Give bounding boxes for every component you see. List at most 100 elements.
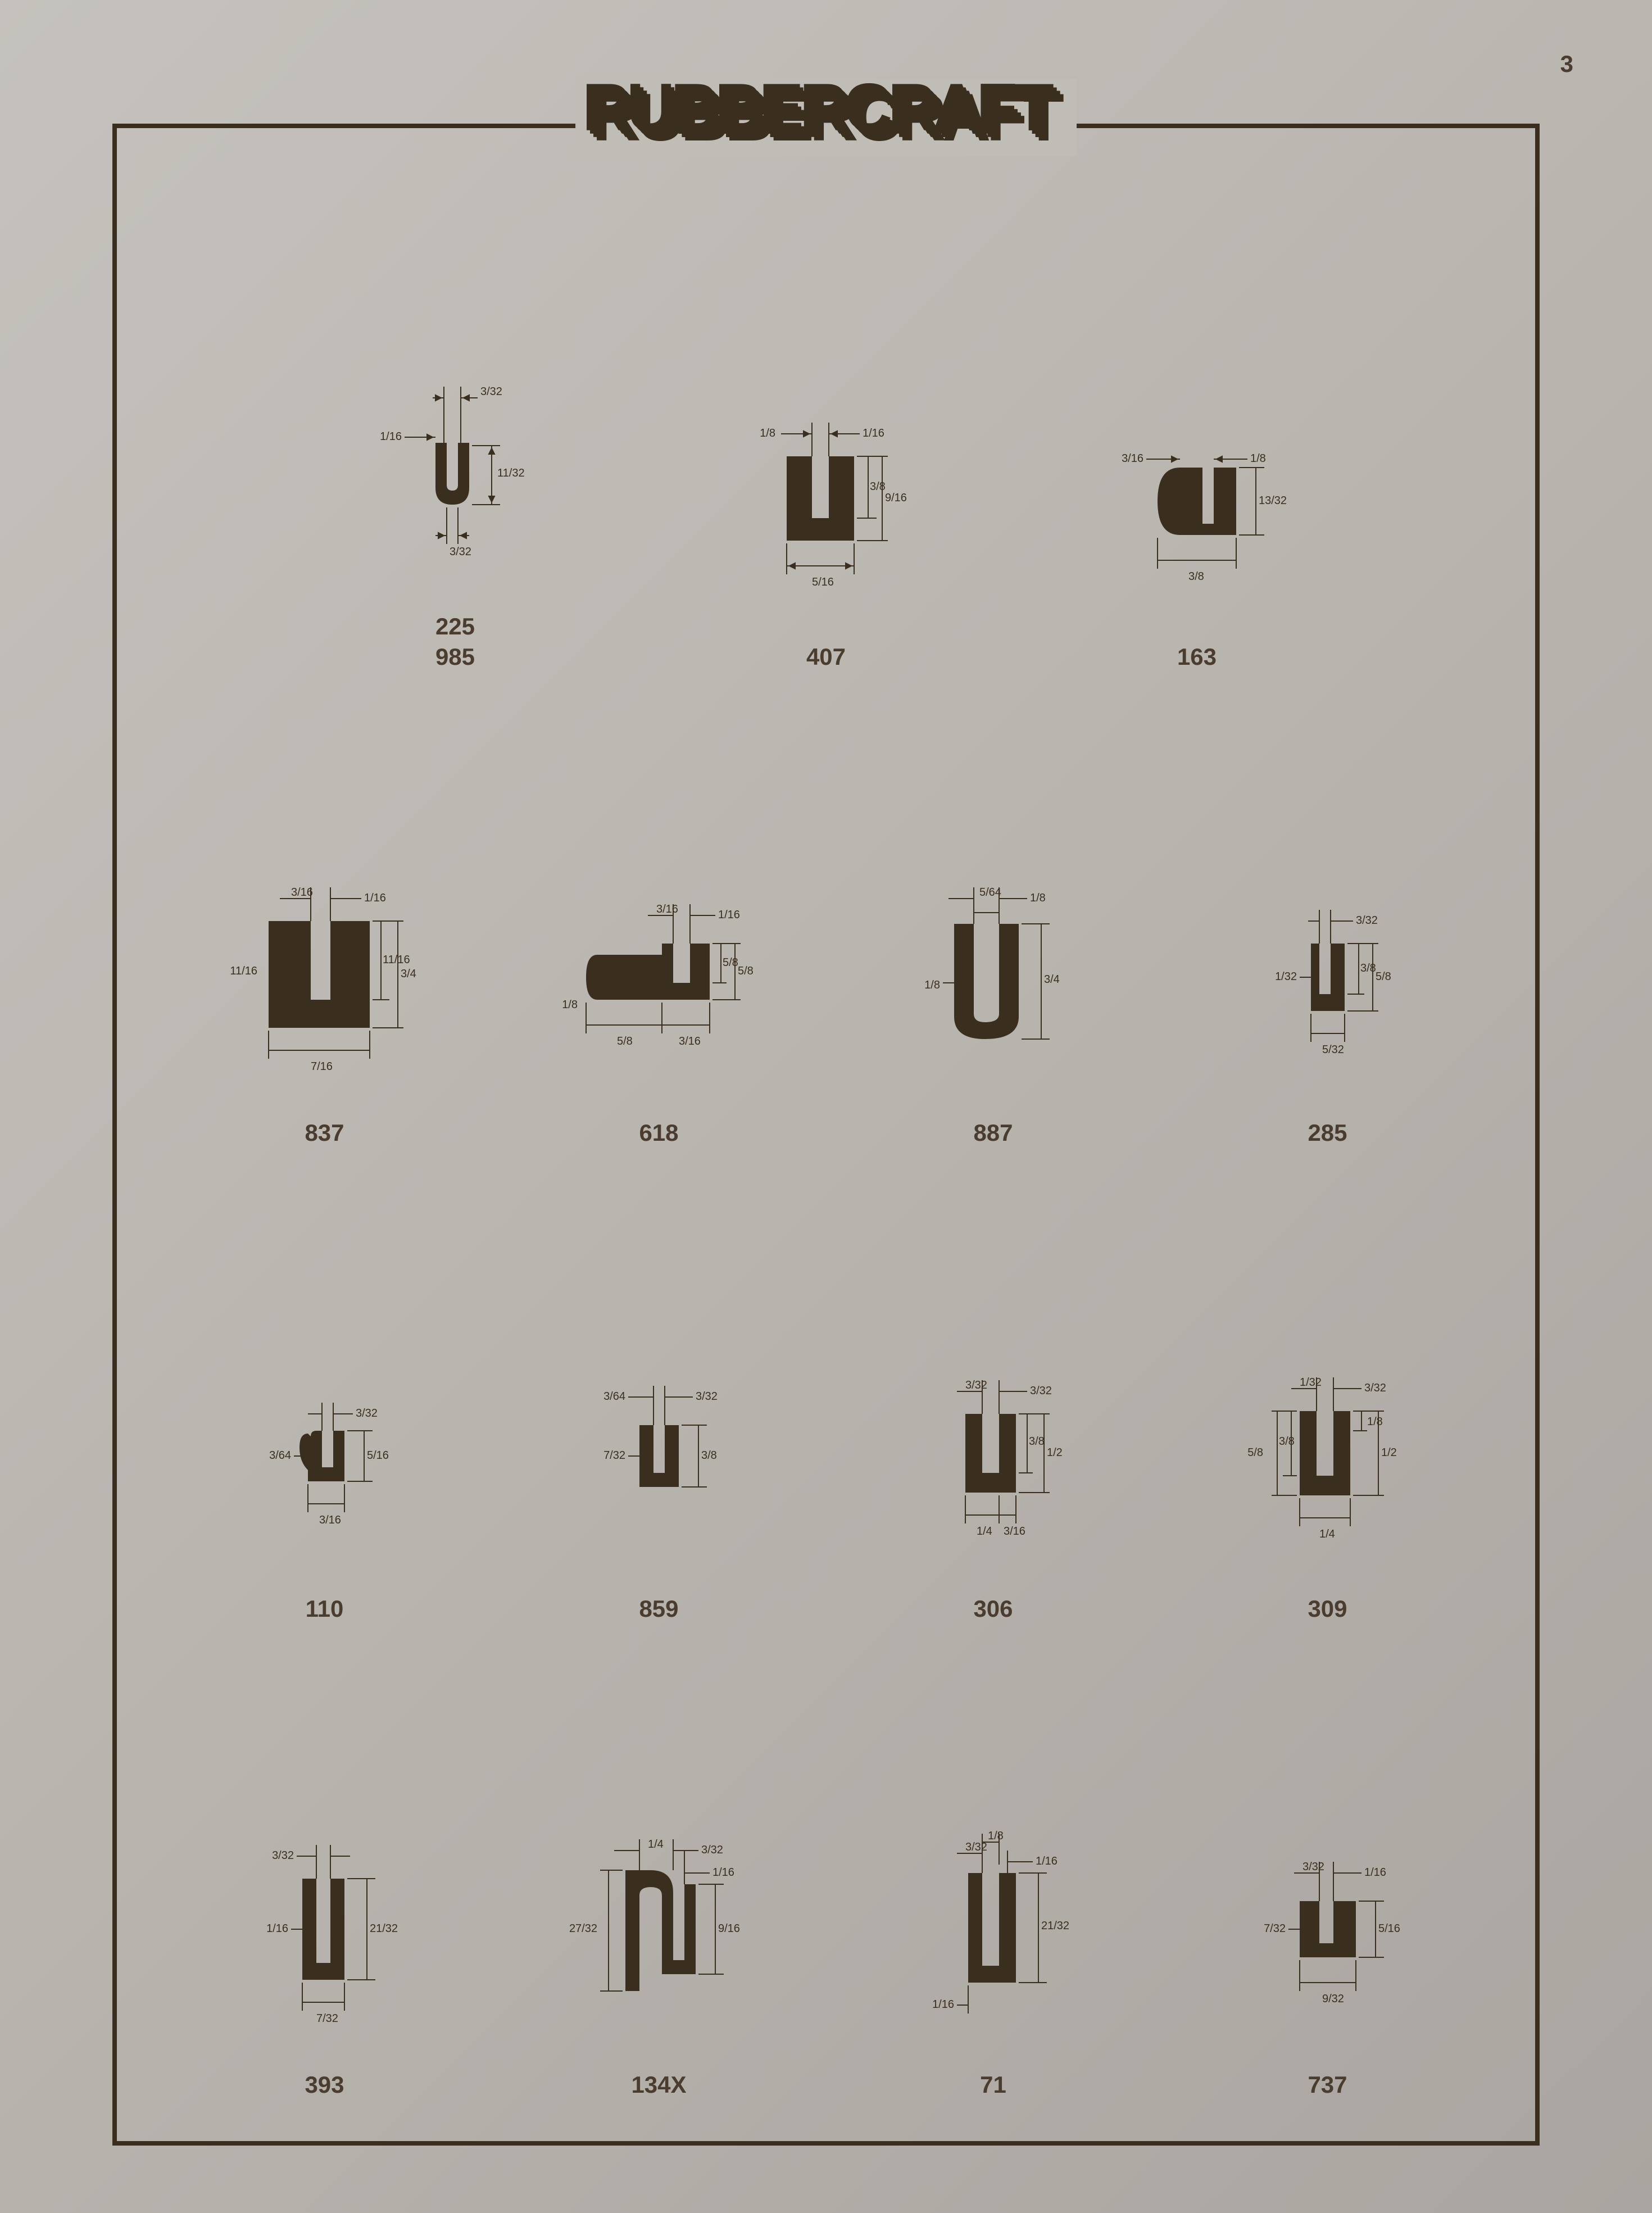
page-number: 3 — [1560, 51, 1573, 78]
dim-bottom-left: 5/8 — [617, 1035, 633, 1047]
dim-top-right: 3/32 — [701, 1844, 723, 1856]
profile-row-4: 3/32 1/16 21/32 7/32 — [157, 1681, 1495, 2101]
dim-mid-right: 1/16 — [712, 1866, 734, 1879]
profile-diagram-225: 3/32 1/16 11/32 — [348, 364, 562, 578]
dim-bottom: 3/16 — [319, 1514, 341, 1526]
profile-label-737: 737 — [1308, 2070, 1347, 2101]
dim-right: 5/16 — [367, 1449, 389, 1462]
profile-label-407: 407 — [806, 642, 846, 673]
dim-top-left: 3/16 — [291, 886, 313, 899]
dim-right-lower: 5/8 — [1376, 971, 1391, 983]
dim-left: 7/32 — [603, 1449, 625, 1462]
dim-bottom-right: 3/16 — [679, 1035, 701, 1047]
profile-134X: 1/4 3/32 1/16 27/32 9/16 — [552, 1822, 766, 2101]
profile-row-1: 3/32 1/16 11/32 — [157, 253, 1495, 673]
dim-right-lower: 1/2 — [1381, 1446, 1397, 1459]
dim-right-upper: 5/8 — [723, 956, 738, 969]
profile-618: 3/16 1/16 1/8 5/8 5/8 — [552, 870, 766, 1149]
dim-bottom: 3/8 — [1188, 570, 1204, 583]
dim-mid-right: 1/16 — [1036, 1855, 1058, 1867]
dim-top-right: 3/32 — [1030, 1385, 1052, 1397]
profile-label-163: 163 — [1177, 642, 1217, 673]
dim-left: 7/32 — [1264, 1922, 1286, 1935]
dim-top-left: 1/8 — [760, 427, 775, 439]
profile-163: 3/16 1/8 13/32 3/8 1 — [1090, 394, 1304, 673]
dim-top-left: 3/64 — [603, 1390, 625, 1403]
dim-bottom-right: 3/16 — [1004, 1525, 1025, 1538]
profile-393: 3/32 1/16 21/32 7/32 — [218, 1822, 432, 2101]
dim-left: 1/16 — [380, 430, 402, 443]
dim-top-left: 3/16 — [1122, 452, 1143, 465]
profile-label-71: 71 — [980, 2070, 1006, 2101]
profile-row-3: 3/32 3/64 5/16 3/16 — [157, 1205, 1495, 1625]
dim-right-upper: 11/16 — [383, 954, 410, 966]
dim-right: 11/32 — [497, 467, 525, 479]
dim-top-left: 5/64 — [979, 886, 1001, 899]
dim-left: 27/32 — [569, 1922, 597, 1935]
profile-887: 5/64 1/8 1/8 3/4 887 — [887, 870, 1100, 1149]
profile-110: 3/32 3/64 5/16 3/16 — [218, 1346, 432, 1625]
dim-right-upper: 3/8 — [1029, 1435, 1045, 1448]
profile-diagram-393: 3/32 1/16 21/32 7/32 — [218, 1822, 432, 2036]
dim-right-lower: 3/4 — [401, 968, 416, 980]
dim-right: 13/32 — [1259, 495, 1287, 507]
dim-left: 1/32 — [1275, 971, 1297, 983]
dim-right-upper: 3/8 — [870, 480, 886, 493]
dim-bottom: 3/32 — [450, 546, 471, 558]
profile-diagram-285: 3/32 1/32 3/8 5/8 — [1221, 870, 1435, 1084]
profile-407: 1/8 1/16 3/8 9/16 — [719, 394, 933, 673]
dim-top-left: 1/4 — [648, 1838, 664, 1851]
dim-right-lower: 1/2 — [1047, 1446, 1063, 1459]
dim-right-lower: 5/8 — [738, 965, 754, 977]
dim-top: 3/32 — [356, 1407, 378, 1420]
dim-left: 1/16 — [266, 1922, 288, 1935]
profile-diagram-407: 1/8 1/16 3/8 9/16 — [719, 394, 933, 608]
profile-diagram-134X: 1/4 3/32 1/16 27/32 9/16 — [552, 1822, 766, 2036]
dim-top-right: 1/8 — [988, 1830, 1004, 1842]
dim-top-right: 3/32 — [1364, 1382, 1386, 1394]
profile-71: 3/32 1/8 1/16 21/32 1/16 — [887, 1822, 1100, 2101]
dim-left: 11/16 — [230, 965, 257, 977]
dim-top: 3/32 — [272, 1849, 294, 1862]
dim-bottom-left: 1/4 — [977, 1525, 992, 1538]
brand-logo: RUBBERCRAFT — [575, 79, 1077, 156]
profile-label-134X: 134X — [631, 2070, 686, 2101]
profile-285: 3/32 1/32 3/8 5/8 — [1221, 870, 1435, 1149]
dim-top-right: 1/8 — [1030, 892, 1046, 904]
profile-diagram-737: 3/32 1/16 7/32 5/16 — [1221, 1822, 1435, 2036]
profile-label-285: 285 — [1308, 1118, 1347, 1149]
dim-top-right: 1/16 — [863, 427, 884, 439]
profile-diagram-859: 3/64 3/32 7/32 3/8 — [552, 1346, 766, 1560]
dim-bottom: 5/16 — [812, 576, 834, 588]
dim-top-right: 1/16 — [364, 892, 386, 904]
dim-bottom: 9/32 — [1322, 1993, 1344, 2005]
dim-top-left: 3/32 — [965, 1841, 987, 1853]
profile-label-618: 618 — [639, 1118, 678, 1149]
dim-left: 1/16 — [932, 1998, 954, 2011]
dim-right: 3/4 — [1044, 973, 1060, 986]
dim-left-lower: 5/8 — [1247, 1446, 1263, 1459]
dim-right: 9/16 — [718, 1922, 740, 1935]
profile-label-225: 225 985 — [435, 611, 475, 673]
profile-859: 3/64 3/32 7/32 3/8 859 — [552, 1346, 766, 1625]
dim-right-lower: 9/16 — [885, 492, 907, 504]
profile-diagram-887: 5/64 1/8 1/8 3/4 — [887, 870, 1100, 1084]
dim-top-left: 1/32 — [1300, 1376, 1322, 1389]
dim-bottom: 1/4 — [1319, 1528, 1335, 1540]
dim-left: 3/64 — [269, 1449, 291, 1462]
dim-top-left: 3/32 — [965, 1379, 987, 1391]
dim-right: 3/8 — [701, 1449, 717, 1462]
dim-bottom: 7/32 — [316, 2012, 338, 2025]
profile-225: 3/32 1/16 11/32 — [348, 364, 562, 673]
profile-737: 3/32 1/16 7/32 5/16 — [1221, 1822, 1435, 2101]
profile-label-887: 887 — [973, 1118, 1013, 1149]
brand-name: RUBBERCRAFT — [592, 79, 1060, 156]
dim-right-upper: 1/8 — [1367, 1416, 1383, 1428]
dim-top: 3/32 — [480, 386, 502, 398]
profile-row-2: 3/16 1/16 11/16 11/16 3/4 — [157, 729, 1495, 1149]
profile-diagram-110: 3/32 3/64 5/16 3/16 — [218, 1346, 432, 1560]
profile-309: 1/32 3/32 3/8 5/8 — [1221, 1346, 1435, 1625]
dim-bottom: 7/16 — [311, 1060, 333, 1073]
dim-left: 1/8 — [924, 979, 940, 991]
dim-top: 3/32 — [1356, 914, 1378, 927]
